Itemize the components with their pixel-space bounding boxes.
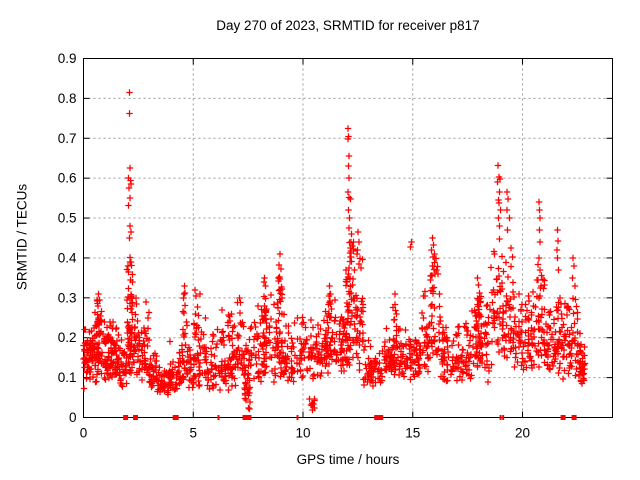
y-tick-label: 0.2 [58,330,77,345]
zero-line-mark [499,415,502,420]
zero-line-mark [571,415,577,420]
chart-title: Day 270 of 2023, SRMTID for receiver p81… [216,18,480,33]
y-tick-label: 0.8 [58,91,77,106]
y-tick-label: 0.7 [58,131,77,146]
y-tick-label: 0.4 [58,250,77,265]
zero-line-mark [217,415,220,420]
data-points-plus-markers [80,89,589,414]
zero-line-mark [123,415,129,420]
zero-line-mark [172,415,179,420]
zero-line-mark [560,415,566,420]
x-tick-label: 0 [80,426,88,441]
x-tick-label: 20 [515,426,530,441]
zero-line-mark [296,415,299,420]
zero-line-mark [374,415,384,420]
zero-line-mark [502,415,505,420]
x-tick-label: 5 [189,426,197,441]
zero-line-mark [242,415,252,420]
y-tick-label: 0 [69,410,77,425]
y-tick-label: 0.3 [58,290,77,305]
y-tick-label: 0.5 [58,211,77,226]
zero-line-mark [133,415,139,420]
x-tick-label: 15 [405,426,420,441]
x-axis-title: GPS time / hours [296,452,400,467]
y-tick-label: 0.6 [58,171,77,186]
y-tick-label: 0.1 [58,370,77,385]
x-tick-label: 10 [295,426,310,441]
y-tick-label: 0.9 [58,51,77,66]
